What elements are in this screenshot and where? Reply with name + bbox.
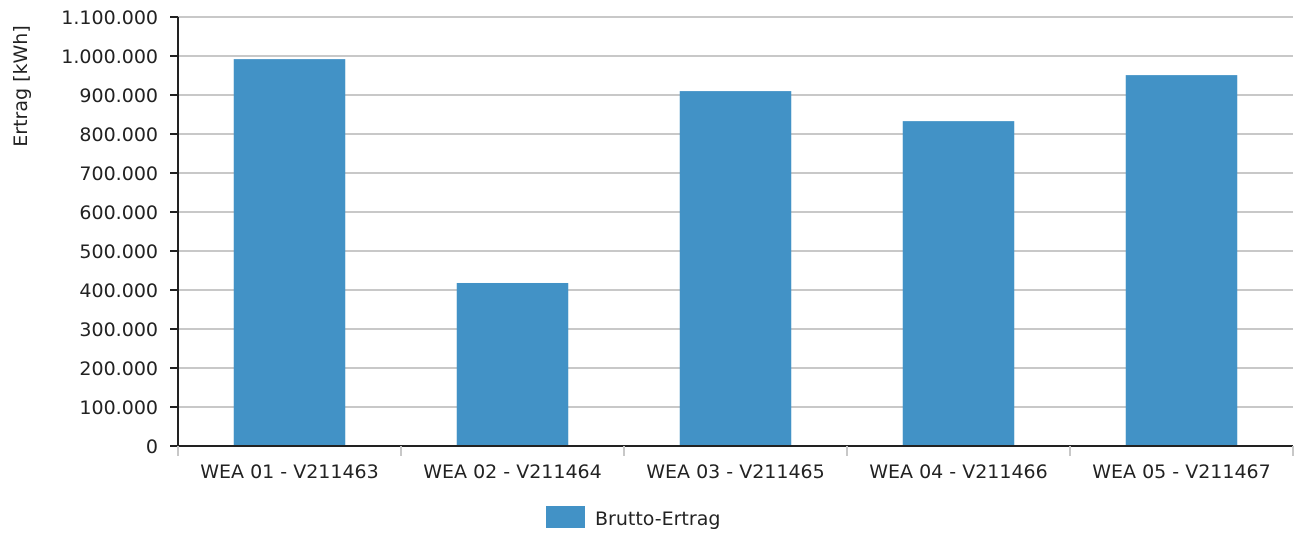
x-tick-label: WEA 03 - V211465 <box>646 461 824 483</box>
y-tick-label: 800.000 <box>79 124 158 146</box>
y-tick-label: 1.100.000 <box>61 7 158 29</box>
y-tick-label: 700.000 <box>79 163 158 185</box>
y-axis-ticks: 0 100.000 200.000 300.000 400.000 500.000 600.… <box>61 7 178 458</box>
legend[interactable]: Brutto-Ertrag <box>546 506 720 530</box>
y-tick-label: 100.000 <box>79 397 158 419</box>
bars <box>233 59 1238 447</box>
x-tick-label: WEA 01 - V211463 <box>200 461 378 483</box>
y-tick-label: 300.000 <box>79 319 158 341</box>
y-tick-label: 200.000 <box>79 358 158 380</box>
axes <box>177 17 1293 447</box>
x-tick-label: WEA 02 - V211464 <box>423 461 601 483</box>
legend-swatch <box>546 506 585 528</box>
y-tick-label: 1.000.000 <box>61 46 158 68</box>
y-tick-label: 0 <box>146 436 158 458</box>
y-tick-label: 500.000 <box>79 241 158 263</box>
x-tick-label: WEA 04 - V211466 <box>869 461 1047 483</box>
y-tick-label: 400.000 <box>79 280 158 302</box>
bar[interactable] <box>1125 75 1238 447</box>
legend-label-brutto-ertrag: Brutto-Ertrag <box>595 508 720 530</box>
bar[interactable] <box>456 282 569 446</box>
y-axis-title: Ertrag [kWh] <box>10 25 32 146</box>
bar[interactable] <box>233 59 346 447</box>
y-tick-label: 900.000 <box>79 85 158 107</box>
x-axis-ticks: WEA 01 - V211463 WEA 02 - V211464 WEA 03 -… <box>177 446 1294 483</box>
bar[interactable] <box>902 121 1015 446</box>
x-tick-label: WEA 05 - V211467 <box>1092 461 1270 483</box>
bar[interactable] <box>679 91 792 446</box>
y-tick-label: 600.000 <box>79 202 158 224</box>
